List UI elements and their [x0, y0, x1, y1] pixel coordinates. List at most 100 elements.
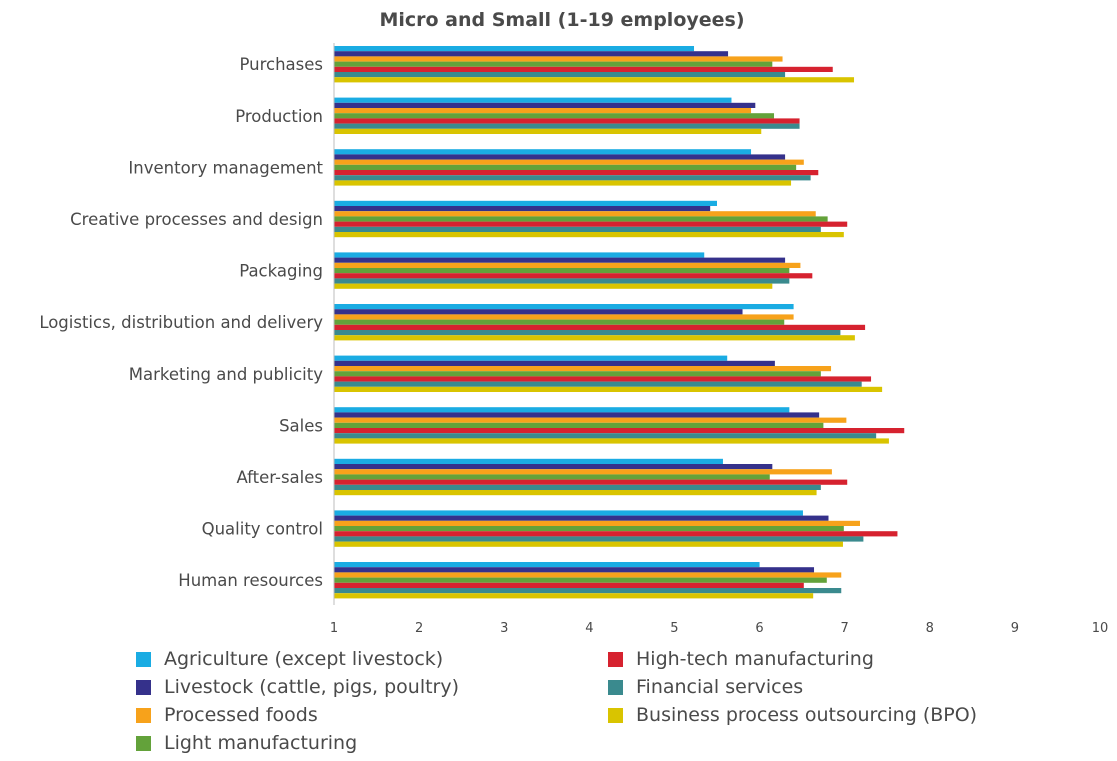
legend-item: Financial services	[608, 674, 803, 700]
x-tick-label: 6	[755, 621, 763, 636]
bar-5-7	[334, 283, 773, 289]
bar-10-7	[334, 541, 843, 547]
bar-8-3	[334, 417, 847, 423]
bar-4-1	[334, 200, 717, 206]
bar-1-2	[334, 51, 729, 57]
category-label: Logistics, distribution and delivery	[39, 313, 323, 332]
bar-1-3	[334, 56, 783, 62]
bar-2-5	[334, 118, 800, 124]
legend-swatch	[136, 679, 151, 695]
bar-7-7	[334, 386, 883, 392]
legend-label: Business process outsourcing (BPO)	[636, 704, 978, 726]
bar-2-3	[334, 108, 752, 114]
bar-5-2	[334, 257, 786, 263]
legend-item: Agriculture (except livestock)	[136, 646, 443, 672]
bar-7-2	[334, 360, 775, 366]
bars-layer	[334, 46, 905, 599]
bar-11-4	[334, 577, 827, 583]
legend-item: Business process outsourcing (BPO)	[608, 702, 977, 728]
bar-11-2	[334, 567, 815, 573]
bar-2-4	[334, 113, 775, 119]
bar-9-1	[334, 458, 723, 464]
bar-8-7	[334, 438, 889, 444]
x-tick-label: 8	[926, 621, 934, 636]
category-label: Creative processes and design	[70, 210, 323, 229]
bar-9-3	[334, 469, 832, 475]
bar-6-1	[334, 304, 794, 310]
legend-label: Financial services	[636, 676, 804, 698]
bar-4-6	[334, 226, 821, 232]
bar-10-2	[334, 515, 829, 521]
bar-6-2	[334, 309, 743, 315]
x-tick-label: 1	[330, 621, 338, 636]
legend-item: Processed foods	[136, 702, 318, 728]
bar-7-5	[334, 376, 872, 382]
bar-4-5	[334, 221, 848, 227]
bar-8-5	[334, 428, 905, 434]
bar-8-1	[334, 407, 790, 413]
bar-3-2	[334, 154, 786, 160]
chart: Micro and Small (1-19 employees) Purchas…	[39, 9, 1109, 636]
bar-10-5	[334, 531, 898, 537]
bar-3-1	[334, 149, 752, 155]
bar-1-1	[334, 46, 695, 52]
legend-swatch	[136, 735, 151, 751]
bar-1-6	[334, 72, 786, 78]
x-tick-label: 2	[415, 621, 423, 636]
x-tick-label: 10	[1092, 621, 1109, 636]
bar-3-5	[334, 170, 819, 176]
bar-4-7	[334, 232, 844, 238]
bar-3-3	[334, 159, 804, 165]
bar-6-3	[334, 314, 794, 320]
x-tick-label: 9	[1011, 621, 1019, 636]
legend-swatch	[608, 707, 623, 723]
bar-2-1	[334, 97, 732, 103]
legend-swatch	[608, 651, 623, 667]
bar-11-6	[334, 588, 842, 594]
bar-9-4	[334, 474, 770, 480]
bar-6-5	[334, 324, 866, 330]
bar-5-4	[334, 268, 790, 274]
bar-10-6	[334, 536, 864, 542]
bar-8-4	[334, 422, 824, 428]
bar-3-6	[334, 175, 811, 181]
category-label: Inventory management	[128, 158, 323, 177]
bar-5-1	[334, 252, 705, 258]
legend-swatch	[608, 679, 623, 695]
legend-swatch	[136, 707, 151, 723]
bar-2-7	[334, 128, 762, 134]
legend-item: Light manufacturing	[136, 730, 357, 756]
bar-1-7	[334, 77, 855, 83]
bar-1-5	[334, 66, 833, 72]
bar-3-7	[334, 180, 792, 186]
bar-7-6	[334, 381, 862, 387]
bar-5-3	[334, 262, 801, 268]
bar-4-4	[334, 216, 828, 222]
category-label: After-sales	[236, 468, 323, 487]
legend: Agriculture (except livestock) Livestock …	[136, 646, 1116, 758]
category-label: Sales	[279, 416, 323, 435]
legend-label: Processed foods	[164, 704, 318, 726]
category-label: Quality control	[202, 520, 323, 539]
x-tick-label: 7	[841, 621, 849, 636]
category-label: Production	[235, 107, 323, 126]
legend-label: Livestock (cattle, pigs, poultry)	[164, 676, 460, 698]
category-label: Human resources	[178, 571, 323, 590]
x-tick-label: 3	[500, 621, 508, 636]
bar-5-5	[334, 273, 813, 279]
bar-3-4	[334, 164, 797, 170]
bar-11-5	[334, 582, 804, 588]
bar-9-6	[334, 484, 821, 490]
bar-5-6	[334, 278, 790, 284]
bar-9-5	[334, 479, 848, 485]
category-label: Marketing and publicity	[129, 365, 323, 384]
legend-label: Agriculture (except livestock)	[164, 648, 444, 670]
bar-9-7	[334, 490, 817, 496]
bar-6-7	[334, 335, 855, 341]
legend-item: High-tech manufacturing	[608, 646, 874, 672]
bar-10-3	[334, 520, 860, 526]
x-tick-label: 5	[670, 621, 678, 636]
bar-11-7	[334, 593, 814, 599]
bar-4-3	[334, 211, 816, 217]
chart-title: Micro and Small (1-19 employees)	[379, 9, 744, 31]
